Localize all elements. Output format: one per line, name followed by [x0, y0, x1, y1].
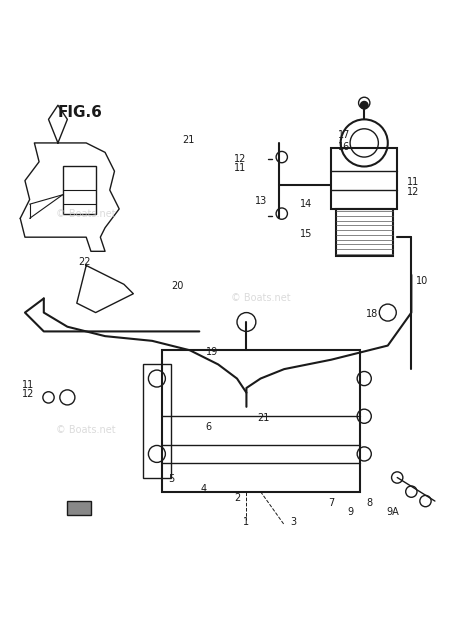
Text: FIG.6: FIG.6 — [58, 105, 103, 120]
Bar — [63, 167, 96, 214]
Text: 17: 17 — [337, 130, 350, 140]
Text: 12: 12 — [22, 390, 35, 399]
Text: 15: 15 — [300, 229, 312, 239]
Text: 7: 7 — [328, 498, 334, 507]
Text: 9: 9 — [347, 507, 353, 517]
Circle shape — [360, 102, 368, 109]
Text: 19: 19 — [206, 347, 218, 357]
Text: © Boats.net: © Boats.net — [56, 426, 116, 435]
Text: 8: 8 — [366, 498, 372, 507]
Text: 5: 5 — [168, 474, 174, 484]
Text: 10: 10 — [416, 276, 428, 287]
Text: 13: 13 — [255, 196, 268, 206]
Bar — [143, 365, 171, 477]
Text: 3: 3 — [291, 516, 297, 527]
Text: 14: 14 — [300, 198, 312, 209]
Text: 1: 1 — [243, 516, 249, 527]
Bar — [331, 147, 397, 209]
Text: 9A: 9A — [386, 507, 399, 517]
Text: 21: 21 — [182, 135, 195, 145]
Text: 2: 2 — [234, 493, 240, 503]
Text: 12: 12 — [407, 187, 419, 197]
Text: 4: 4 — [201, 484, 207, 494]
Text: 21: 21 — [257, 413, 270, 423]
Text: 20: 20 — [171, 281, 183, 291]
Text: © Boats.net: © Boats.net — [231, 294, 291, 303]
Bar — [67, 501, 91, 515]
Text: 16: 16 — [338, 142, 350, 152]
Text: 11: 11 — [407, 177, 419, 187]
Text: 12: 12 — [234, 154, 246, 164]
Bar — [336, 209, 392, 256]
Text: 18: 18 — [366, 309, 378, 319]
Text: 6: 6 — [206, 422, 212, 432]
Bar — [162, 350, 359, 491]
Text: 11: 11 — [234, 163, 246, 173]
Text: 22: 22 — [78, 258, 91, 267]
Text: © Boats.net: © Boats.net — [56, 209, 116, 218]
Text: 11: 11 — [22, 380, 35, 390]
